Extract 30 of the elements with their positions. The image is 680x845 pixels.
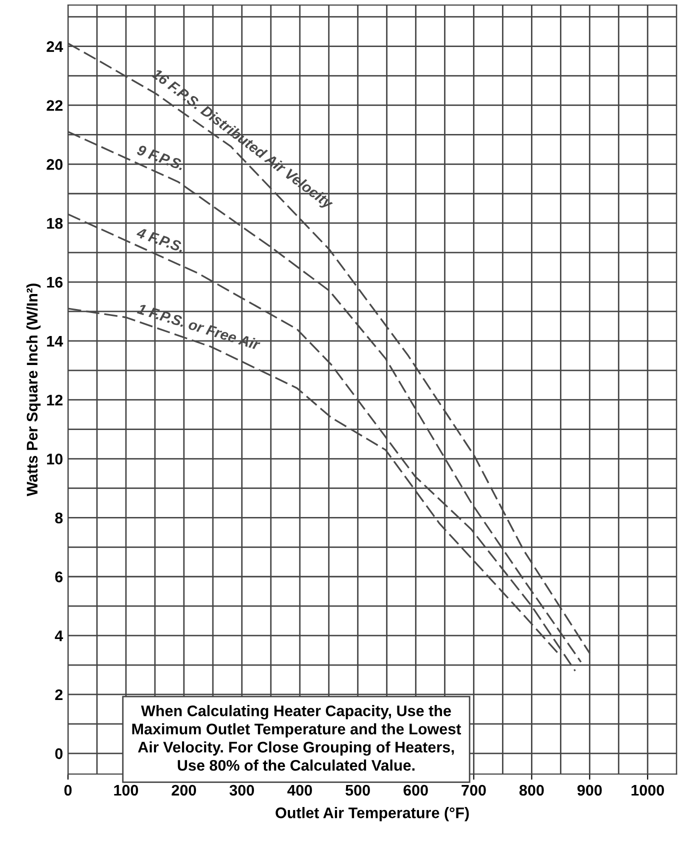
x-tick-label: 600 <box>404 784 428 796</box>
y-tick-label: 8 <box>55 512 63 524</box>
y-tick-label: 16 <box>47 276 63 288</box>
x-tick-label: 1000 <box>632 784 664 796</box>
x-tick-label: 700 <box>462 784 486 796</box>
text: 9 F.P.S. <box>136 144 185 170</box>
x-tick-label: 300 <box>229 784 254 796</box>
y-tick-label: 12 <box>47 394 63 406</box>
annotation: When Calculating Heater Capacity, Use the Maximum Outlet Temperature and the Lowest Air Velocity. For Close Grouping of Heaters, Use 80% of the Calculated Value. <box>132 705 462 771</box>
y-tick-label: 2 <box>55 689 63 700</box>
x-tick-label: 900 <box>577 784 602 796</box>
x-tick-label: 800 <box>519 784 544 796</box>
y-tick-label: 10 <box>47 454 63 464</box>
x-tick-label: 100 <box>114 784 138 796</box>
text: 1 F.P.S. or Free Air <box>136 303 262 350</box>
y-axis-title: Watts Per Square Inch (W/In²) <box>26 284 41 496</box>
x-axis-title: Outlet Air Temperature (°F) <box>276 807 469 822</box>
y-tick-label: 22 <box>46 100 63 111</box>
y-tick-label: 0 <box>55 748 63 760</box>
x-tick-label: 200 <box>172 784 196 796</box>
text: 4 F.P.S. <box>136 227 185 253</box>
y-tick-label: 20 <box>46 159 63 170</box>
y-tick-label: 6 <box>55 571 63 582</box>
y-tick-label: 18 <box>47 218 63 229</box>
x-tick-label: 0 <box>64 784 72 796</box>
x-tick-label: 500 <box>346 784 370 796</box>
y-tick-label: 14 <box>47 336 64 346</box>
y-tick-label: 4 <box>54 630 64 642</box>
y-tick-label: 24 <box>46 41 64 52</box>
x-tick-label: 400 <box>287 784 312 796</box>
